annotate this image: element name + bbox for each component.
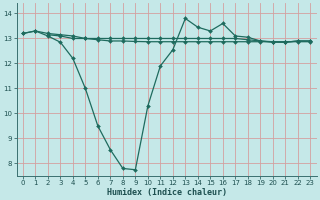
X-axis label: Humidex (Indice chaleur): Humidex (Indice chaleur) [107, 188, 227, 197]
